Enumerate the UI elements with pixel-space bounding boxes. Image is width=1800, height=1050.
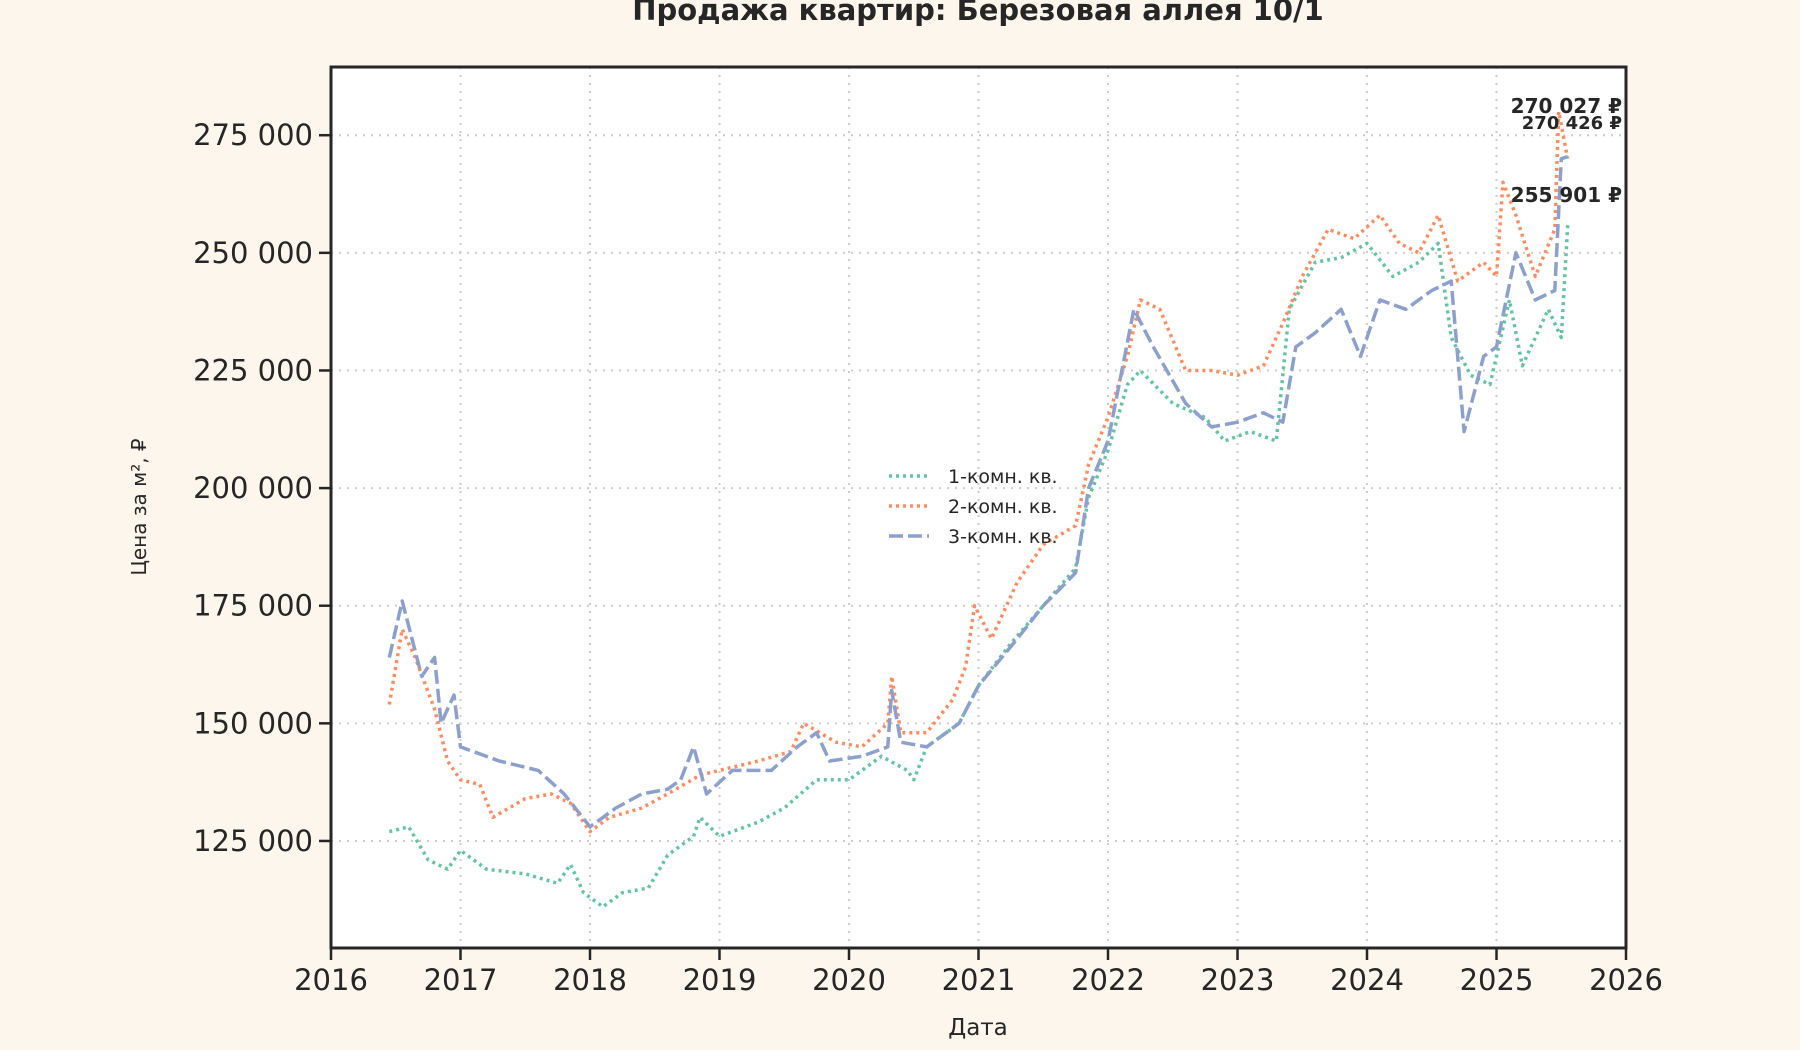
legend-label: 2-комн. кв. <box>948 496 1058 518</box>
series-lines <box>387 109 1570 909</box>
y-tick-label: 175 000 <box>193 589 313 623</box>
y-tick-label: 150 000 <box>193 706 313 740</box>
series-line-1 <box>388 225 1570 909</box>
y-tick-label: 275 000 <box>193 118 313 152</box>
x-axis-label: Дата <box>948 1015 1008 1041</box>
end-value-label: 270 027 ₽ <box>1511 94 1622 118</box>
x-tick-label: 2025 <box>1460 963 1534 997</box>
annotations: 270 027 ₽270 426 ₽ 255 901 ₽ <box>1511 94 1622 207</box>
x-tick-label: 2021 <box>942 963 1016 997</box>
x-tick-label: 2020 <box>812 963 886 997</box>
y-tick-label: 225 000 <box>193 353 313 387</box>
x-tick-label: 2026 <box>1589 963 1663 997</box>
x-tick-label: 2019 <box>683 963 757 997</box>
series-line-3 <box>387 155 1569 829</box>
y-tick-label: 125 000 <box>193 824 313 858</box>
x-tick-label: 2017 <box>424 963 498 997</box>
legend: 1-комн. кв. 2-комн. кв. 3-комн. кв. <box>889 466 1058 548</box>
x-tick-label: 2023 <box>1201 963 1275 997</box>
axes: 2016 2017 2018 2019 2020 2021 2022 2023 2024 2025… <box>193 118 1663 997</box>
legend-label: 3-комн. кв. <box>948 526 1058 548</box>
end-value-label: 255 901 ₽ <box>1511 183 1622 207</box>
end-value-label: 270 426 ₽ <box>1522 113 1622 134</box>
series-line-2 <box>387 109 1570 834</box>
x-tick-label: 2022 <box>1071 963 1145 997</box>
y-tick-label: 200 000 <box>193 471 313 505</box>
y-axis-label: Цена за м², ₽ <box>127 438 151 576</box>
x-tick-label: 2016 <box>294 963 368 997</box>
x-tick-label: 2024 <box>1330 963 1404 997</box>
y-tick-label: 250 000 <box>193 236 313 270</box>
x-tick-label: 2018 <box>553 963 627 997</box>
chart-title: Продажа квартир: Березовая аллея 10/1 <box>632 0 1324 27</box>
legend-label: 1-комн. кв. <box>948 466 1058 488</box>
